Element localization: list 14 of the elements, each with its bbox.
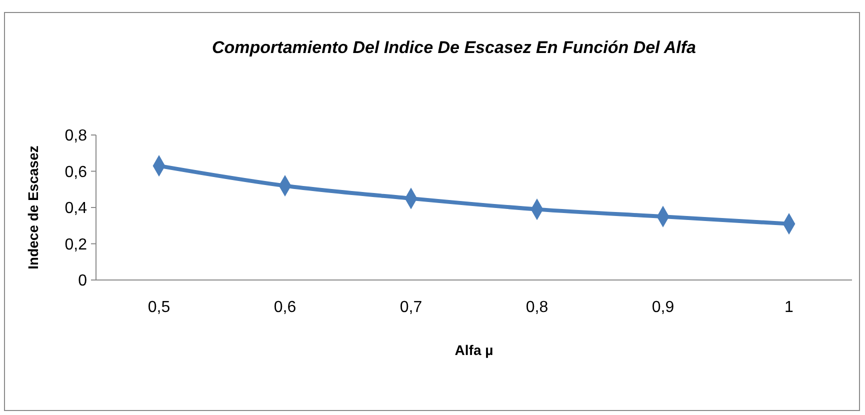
y-tick-label: 0,2 [64, 236, 88, 254]
x-tick-label: 0,8 [526, 299, 548, 316]
y-axis-title: Indece de Escasez [25, 146, 41, 270]
x-tick-label: 0,6 [274, 299, 296, 316]
y-tick-label: 0 [78, 272, 88, 290]
x-tick-label: 0,9 [652, 299, 674, 316]
x-axis-title: Alfa µ [454, 342, 494, 358]
chart-title: Comportamiento Del Indice De Escasez En Función Del Alfa [212, 38, 696, 57]
y-tick-label: 0,8 [64, 128, 88, 145]
y-tick-label: 0,4 [64, 200, 88, 218]
x-tick-label: 0,7 [400, 299, 422, 316]
x-tick-label: 0,5 [148, 299, 170, 316]
x-tick-label: 1 [784, 299, 794, 316]
y-tick-label: 0,6 [64, 164, 88, 181]
